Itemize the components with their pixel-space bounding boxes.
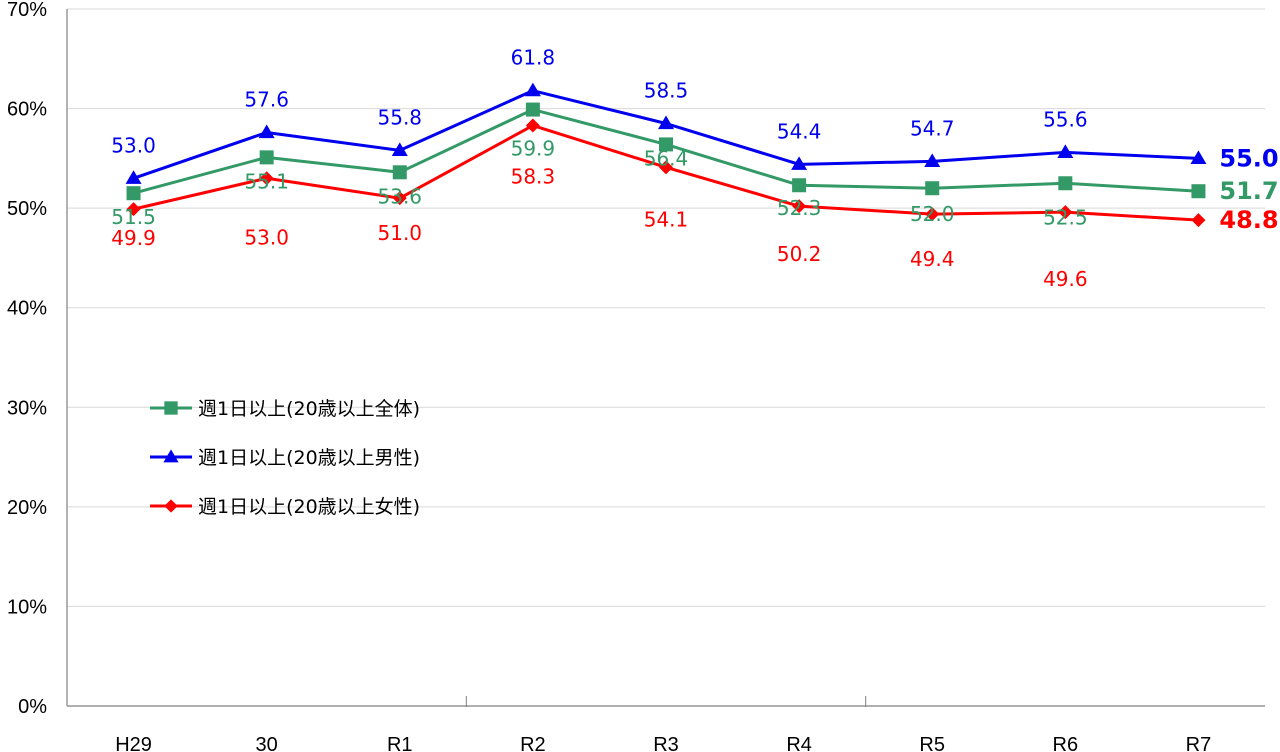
x-tick-label-0: H29 — [115, 734, 152, 752]
series-2 — [126, 118, 1206, 228]
data-label-2-3: 58.3 — [511, 164, 556, 188]
series-0-point-6 — [925, 181, 940, 196]
x-tick-label-7: R6 — [1053, 734, 1079, 752]
data-label-0-8: 51.7 — [1219, 177, 1278, 205]
series-0-point-1 — [259, 150, 274, 165]
axes — [66, 9, 1265, 707]
x-tick-label-5: R4 — [786, 734, 812, 752]
data-label-2-8: 48.8 — [1219, 206, 1278, 234]
series-0-point-0 — [126, 186, 141, 201]
y-tick-label-40: 40% — [7, 298, 47, 320]
series-1-point-1 — [258, 124, 275, 139]
series-1-point-7 — [1057, 144, 1074, 158]
legend-label-0: 週1日以上(20歳以上全体) — [198, 398, 420, 420]
series-0-point-2 — [392, 165, 407, 180]
series-1-point-4 — [658, 115, 674, 130]
y-tick-label-0: 0% — [18, 696, 47, 718]
series-2-point-7 — [1058, 205, 1073, 220]
series-2-point-1 — [259, 171, 274, 186]
data-label-0-7: 52.5 — [1043, 205, 1088, 229]
data-label-1-3: 61.8 — [511, 46, 556, 70]
y-tick-label-20: 20% — [7, 497, 47, 519]
series-0-point-8 — [1191, 184, 1206, 199]
x-tick-label-1: 30 — [256, 734, 278, 752]
series-1-point-5 — [791, 156, 808, 170]
x-tick-label-6: R5 — [919, 734, 945, 752]
legend: 週1日以上(20歳以上全体) 週1日以上(20歳以上男性) 週1日以上(20歳以上女… — [150, 398, 420, 518]
legend-marker-0 — [164, 401, 178, 415]
data-label-2-6: 49.4 — [910, 247, 955, 271]
series-2-point-3 — [525, 118, 540, 133]
y-tick-label-10: 10% — [7, 596, 47, 618]
legend-label-1: 週1日以上(20歳以上男性) — [198, 447, 420, 469]
series-0-point-5 — [792, 178, 807, 193]
data-label-1-8: 55.0 — [1219, 144, 1278, 172]
x-tick-label-3: R2 — [520, 734, 546, 752]
data-label-2-0: 49.9 — [111, 226, 156, 250]
gridlines — [67, 8, 1265, 607]
series-layer — [125, 82, 1207, 228]
data-label-1-5: 54.4 — [777, 119, 822, 143]
x-tick-label-2: R1 — [387, 734, 413, 752]
y-tick-label-60: 60% — [7, 99, 47, 121]
series-1-point-6 — [924, 153, 941, 167]
x-tick-label-4: R3 — [653, 734, 679, 752]
series-0-point-3 — [525, 102, 540, 117]
data-label-2-7: 49.6 — [1043, 267, 1088, 291]
series-1 — [125, 82, 1207, 184]
data-label-0-1: 55.1 — [244, 169, 289, 193]
series-1-point-8 — [1190, 150, 1207, 164]
series-2-point-0 — [126, 202, 141, 217]
series-2-point-5 — [792, 199, 807, 214]
data-label-1-7: 55.6 — [1043, 107, 1088, 131]
series-1-point-3 — [524, 82, 541, 97]
data-labels: 51.5 55.1 53.6 59.9 56.4 52.3 52.0 52.5 51.7 53.0… — [111, 46, 1278, 291]
series-2-point-2 — [392, 191, 407, 206]
y-tick-label-70: 70% — [7, 0, 47, 21]
legend-label-2: 週1日以上(20歳以上女性) — [198, 496, 420, 518]
x-tick-label-8: R7 — [1186, 734, 1212, 752]
series-2-point-8 — [1191, 213, 1206, 228]
data-label-2-1: 53.0 — [244, 225, 289, 249]
y-axis-ticks: 0% 10% 20% 30% 40% 50% 60% 70% — [7, 0, 47, 718]
y-tick-label-50: 50% — [7, 198, 47, 220]
data-label-1-4: 58.5 — [644, 79, 689, 103]
series-2-point-6 — [925, 207, 940, 222]
data-label-2-4: 54.1 — [644, 207, 689, 231]
legend-marker-2 — [164, 499, 178, 513]
series-1-point-2 — [391, 142, 408, 156]
series-0 — [126, 102, 1206, 201]
data-label-1-1: 57.6 — [244, 87, 289, 111]
data-label-2-2: 51.0 — [378, 221, 423, 245]
data-label-0-2: 53.6 — [378, 184, 423, 208]
data-label-2-5: 50.2 — [777, 242, 822, 266]
y-tick-label-30: 30% — [7, 397, 47, 419]
data-label-0-0: 51.5 — [111, 205, 156, 229]
x-axis-ticks: H29 30 R1 R2 R3 R4 R5 R6 R7 — [115, 734, 1211, 752]
series-0-point-7 — [1058, 176, 1073, 191]
data-label-0-4: 56.4 — [644, 146, 689, 170]
data-label-1-0: 53.0 — [111, 133, 156, 157]
data-label-0-5: 52.3 — [777, 196, 822, 220]
data-label-1-2: 55.8 — [378, 105, 423, 129]
data-label-1-6: 54.7 — [910, 116, 955, 140]
series-0-point-4 — [659, 137, 673, 152]
series-1-point-0 — [125, 170, 142, 184]
legend-marker-1 — [163, 449, 179, 463]
data-label-0-6: 52.0 — [910, 202, 955, 226]
series-2-point-4 — [659, 160, 673, 175]
data-label-0-3: 59.9 — [511, 137, 556, 161]
